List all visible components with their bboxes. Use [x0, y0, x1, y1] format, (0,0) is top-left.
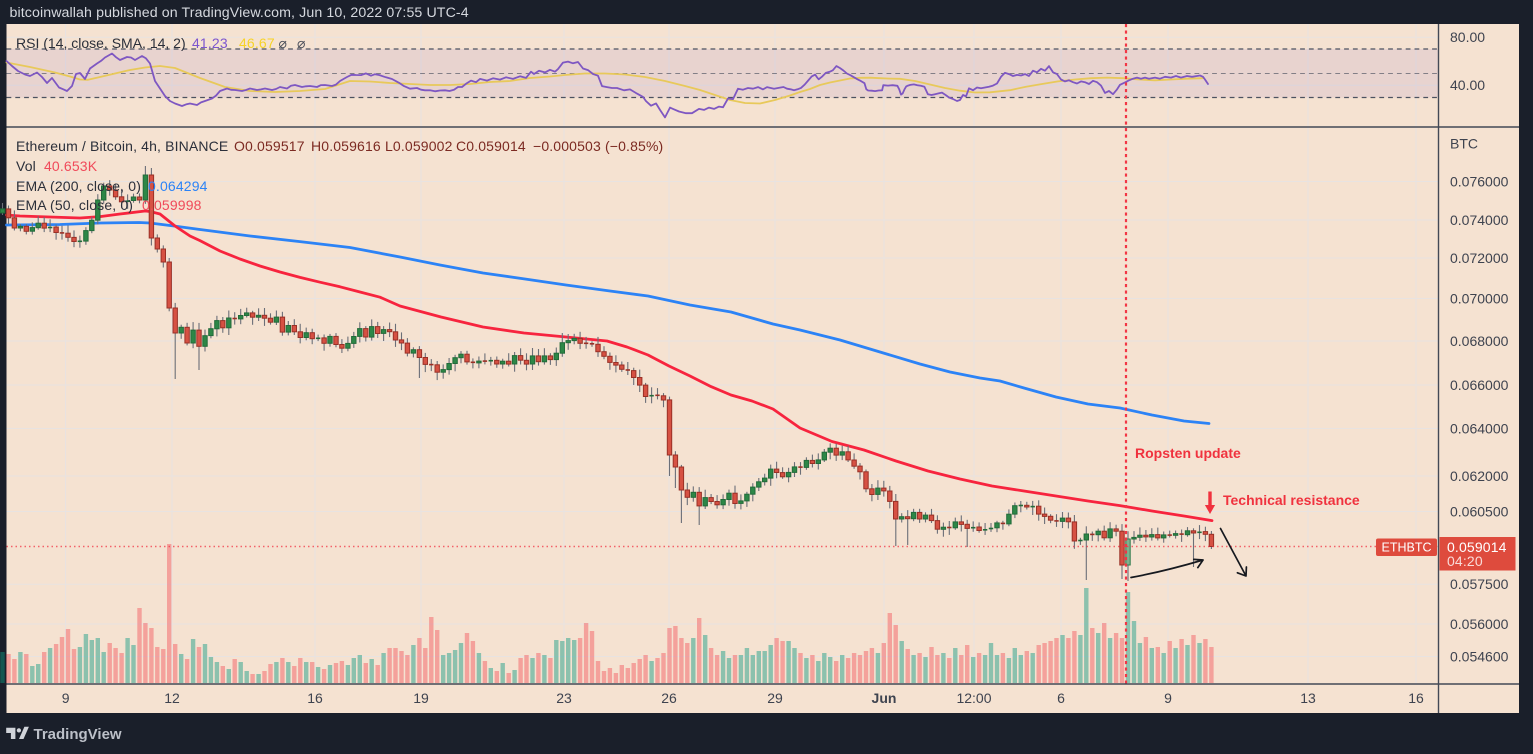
- svg-text:C0.059014: C0.059014: [456, 138, 526, 154]
- svg-text:0.068000: 0.068000: [1450, 333, 1509, 349]
- svg-text:0.072000: 0.072000: [1450, 250, 1509, 266]
- svg-text:46.67: 46.67: [239, 35, 275, 51]
- svg-text:Ethereum / Bitcoin, 4h, BINANC: Ethereum / Bitcoin, 4h, BINANCE: [16, 138, 228, 154]
- svg-text:0.060500: 0.060500: [1450, 504, 1509, 520]
- svg-text:⌀: ⌀: [297, 35, 306, 51]
- svg-text:ETHBTC: ETHBTC: [1382, 541, 1432, 555]
- svg-text:0.074000: 0.074000: [1450, 212, 1509, 228]
- svg-text:40.653K: 40.653K: [44, 158, 98, 174]
- svg-text:13: 13: [1300, 690, 1316, 706]
- svg-text:−0.000503 (−0.85%): −0.000503 (−0.85%): [533, 138, 663, 154]
- svg-text:41.23: 41.23: [192, 35, 228, 51]
- svg-text:29: 29: [767, 690, 783, 706]
- svg-text:23: 23: [556, 690, 572, 706]
- svg-text:40.00: 40.00: [1450, 77, 1485, 93]
- svg-text:12:00: 12:00: [956, 690, 991, 706]
- svg-text:0.056000: 0.056000: [1450, 616, 1509, 632]
- svg-text:12: 12: [164, 690, 180, 706]
- svg-text:0.066000: 0.066000: [1450, 377, 1509, 393]
- svg-text:O0.059517: O0.059517: [234, 138, 305, 154]
- svg-text:0.057500: 0.057500: [1450, 576, 1509, 592]
- svg-text:0.059014: 0.059014: [1447, 539, 1507, 555]
- svg-text:L0.059002: L0.059002: [385, 138, 453, 154]
- svg-text:Ropsten update: Ropsten update: [1135, 445, 1241, 461]
- svg-text:⌀: ⌀: [279, 35, 288, 51]
- svg-text:Technical resistance: Technical resistance: [1223, 492, 1360, 508]
- svg-text:BTC: BTC: [1450, 136, 1478, 152]
- svg-text:6: 6: [1057, 690, 1065, 706]
- svg-text:0.062000: 0.062000: [1450, 468, 1509, 484]
- svg-text:EMA (200, close, 0): EMA (200, close, 0): [16, 178, 141, 194]
- svg-text:H0.059616: H0.059616: [311, 138, 381, 154]
- svg-text:9: 9: [62, 690, 70, 706]
- svg-text:Jun: Jun: [872, 690, 897, 706]
- svg-text:0.076000: 0.076000: [1450, 174, 1509, 190]
- svg-text:26: 26: [661, 690, 677, 706]
- svg-text:16: 16: [1408, 690, 1424, 706]
- svg-text:Vol: Vol: [16, 158, 36, 174]
- svg-text:80.00: 80.00: [1450, 29, 1485, 45]
- svg-text:19: 19: [413, 690, 429, 706]
- svg-text:0.070000: 0.070000: [1450, 291, 1509, 307]
- svg-text:16: 16: [307, 690, 323, 706]
- svg-text:0.059998: 0.059998: [142, 197, 202, 213]
- svg-text:EMA (50, close, 0): EMA (50, close, 0): [16, 197, 133, 213]
- svg-text:0.054600: 0.054600: [1450, 649, 1509, 665]
- svg-text:RSI (14, close, SMA, 14, 2): RSI (14, close, SMA, 14, 2): [16, 35, 186, 51]
- svg-text:04:20: 04:20: [1447, 553, 1483, 569]
- svg-text:9: 9: [1164, 690, 1172, 706]
- svg-text:bitcoinwallah published on Tra: bitcoinwallah published on TradingView.c…: [10, 5, 469, 21]
- svg-text:TradingView: TradingView: [34, 726, 122, 743]
- svg-text:0.064294: 0.064294: [148, 178, 208, 194]
- svg-text:0.064000: 0.064000: [1450, 421, 1509, 437]
